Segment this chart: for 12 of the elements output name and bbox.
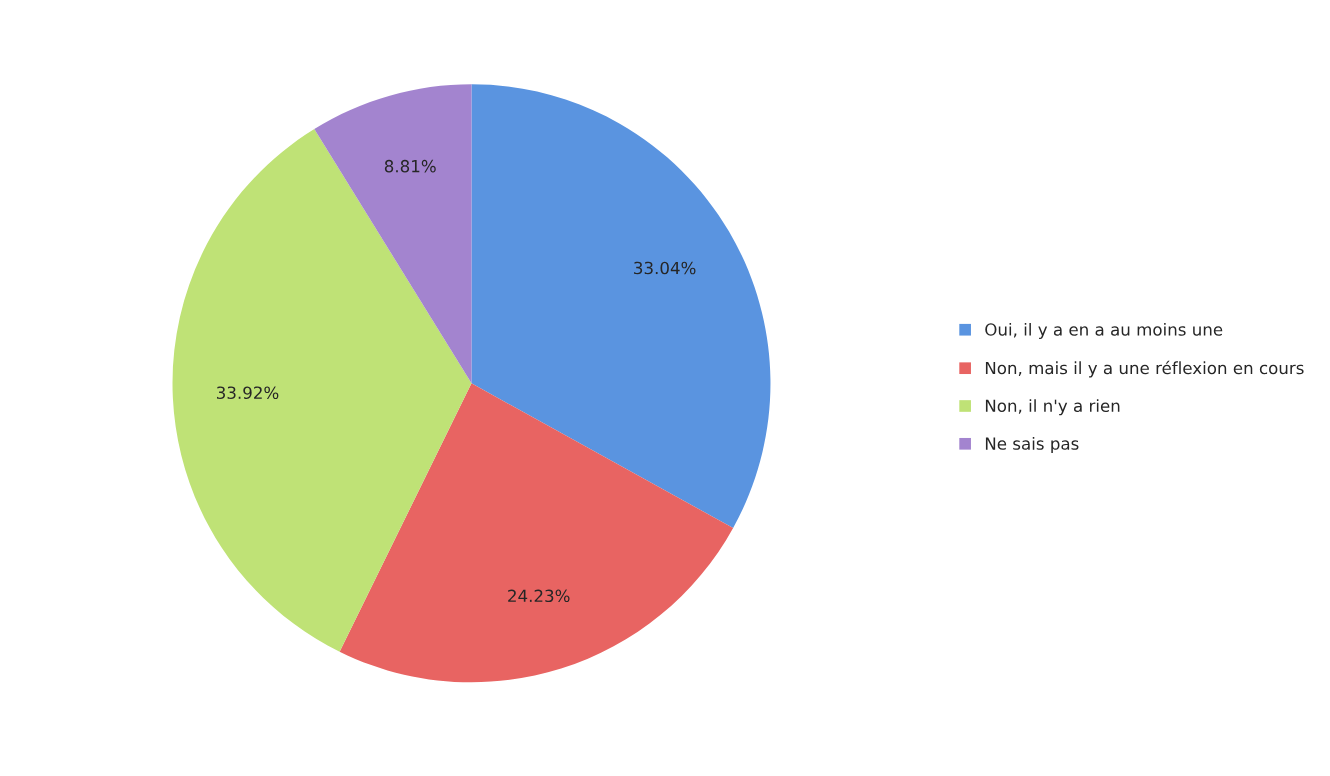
pie-slice [471, 84, 771, 529]
legend-label: Non, il n'y a rien [985, 399, 1120, 416]
data-label: 8.81% [384, 159, 436, 173]
legend-label: Ne sais pas [985, 436, 1079, 454]
pie-slice [339, 383, 734, 683]
data-label: 24.23% [508, 589, 570, 603]
pie-slice [314, 84, 472, 384]
pie-slice [172, 129, 472, 652]
legend-label: Oui, il y a en a au moins une [985, 322, 1223, 340]
data-label: 33.04% [634, 261, 696, 275]
data-label: 33.92% [217, 386, 279, 400]
legend-label: Non, mais il y a une réflexion en cours [985, 360, 1304, 378]
